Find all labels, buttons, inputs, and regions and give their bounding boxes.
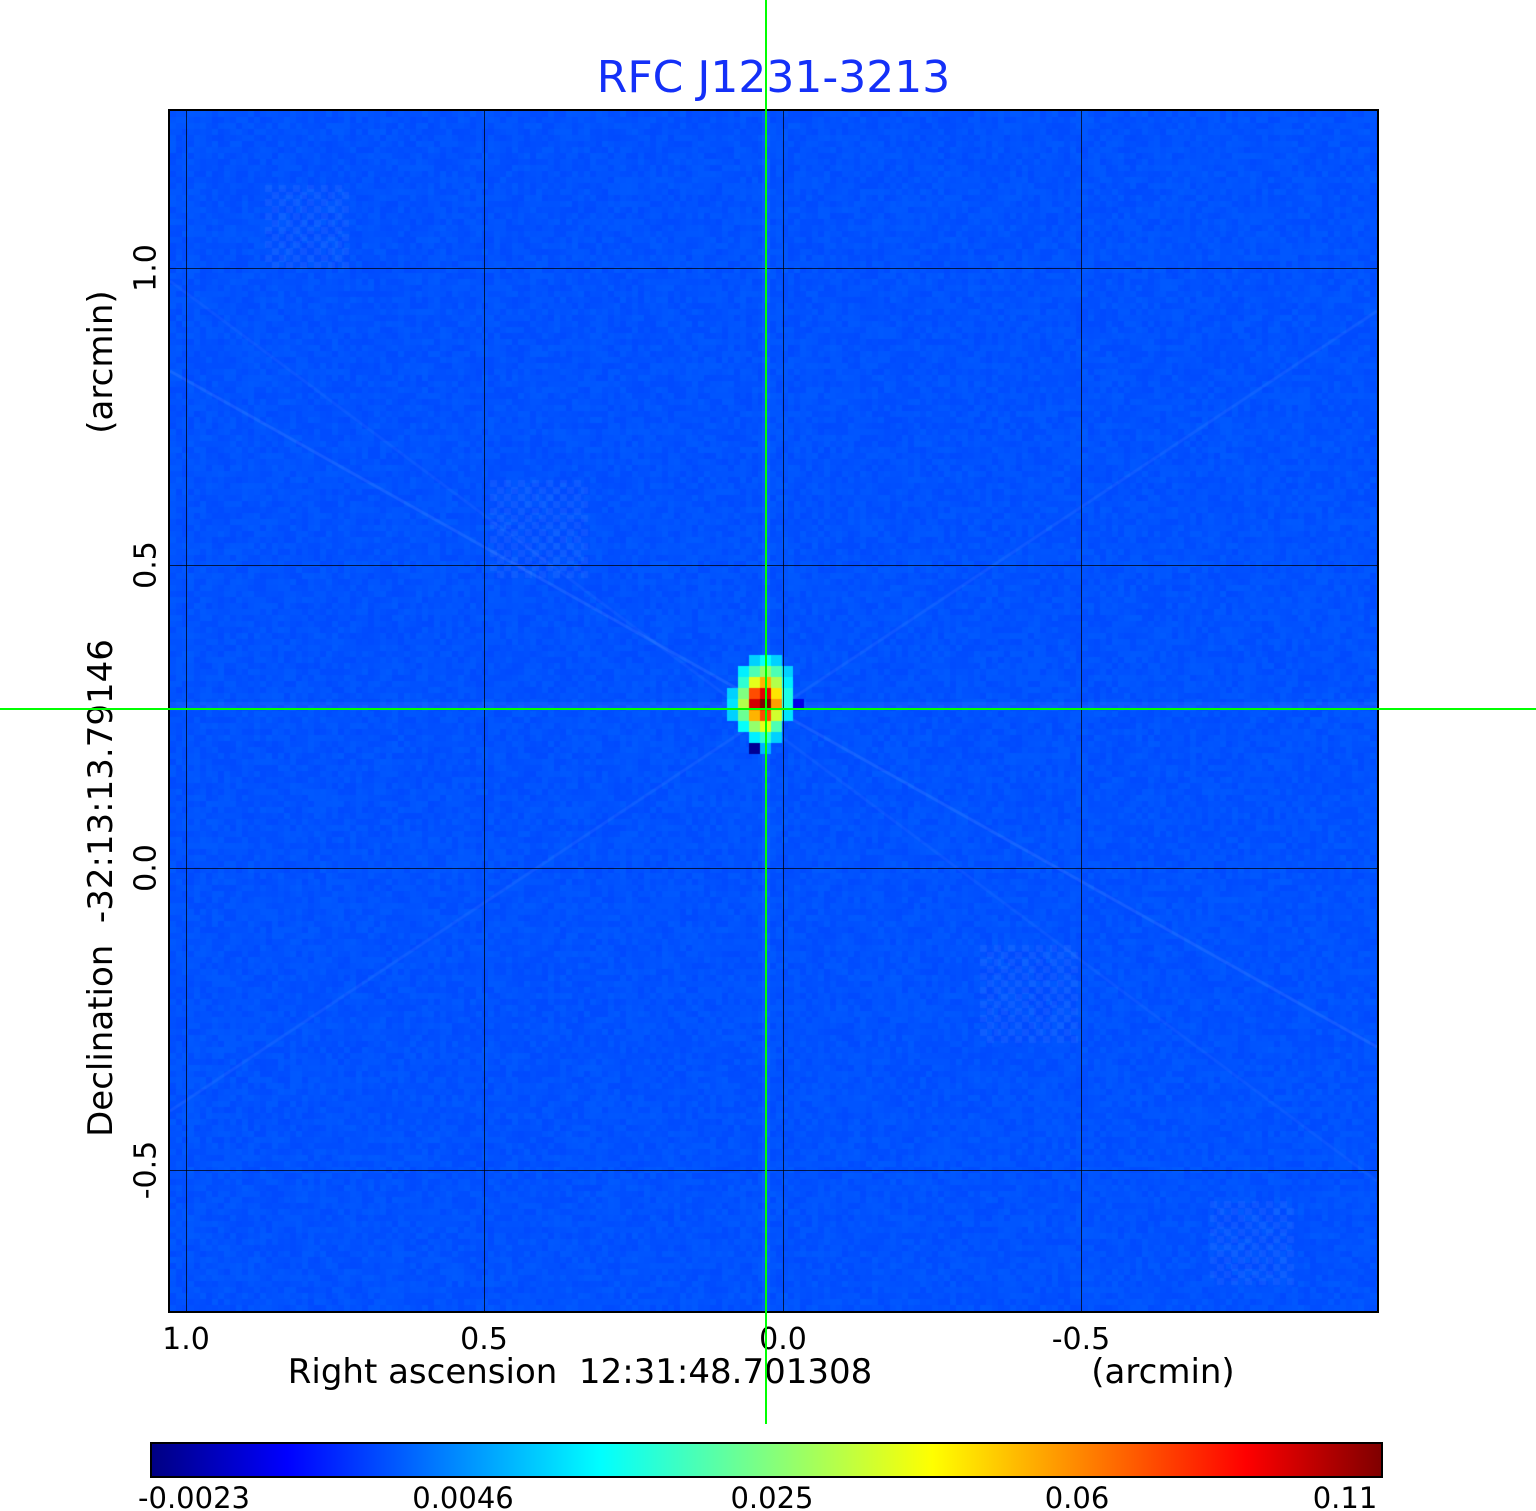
grid-line-y-3: [170, 1170, 1377, 1171]
grid-line-x-1: [484, 111, 485, 1311]
grid-line-y-2: [170, 868, 1377, 869]
y-axis-tick-0: 1.0: [128, 244, 164, 292]
y-axis-tick-1: 0.5: [128, 541, 164, 589]
grid-line-y-1: [170, 565, 1377, 566]
crosshair-vertical: [765, 0, 767, 1424]
y-axis-tick-2: 0.0: [128, 844, 164, 892]
grid-line-x-3: [1081, 111, 1082, 1311]
colorbar: [150, 1442, 1383, 1478]
x-axis-tick-0: 1.0: [162, 1322, 210, 1357]
crosshair-horizontal: [0, 708, 1536, 710]
x-axis-tick-3: -0.5: [1051, 1322, 1111, 1357]
grid-line-x-0: [186, 111, 187, 1311]
y-axis-tick-3: -0.5: [128, 1140, 164, 1200]
grid-line-y-0: [170, 268, 1377, 269]
colorbar-tick-0: -0.0023: [138, 1481, 250, 1511]
grid-line-x-2: [783, 111, 784, 1311]
x-axis-tick-1: 0.5: [460, 1322, 508, 1357]
y-axis-unit: (arcmin): [81, 290, 121, 434]
colorbar-tick-4: 0.11: [1312, 1481, 1378, 1511]
colorbar-tick-3: 0.06: [1044, 1481, 1110, 1511]
x-axis-tick-2: 0.0: [759, 1322, 807, 1357]
y-axis-label: Declination -32:13:13.79146: [81, 639, 121, 1137]
x-axis-label: Right ascension 12:31:48.701308: [287, 1352, 873, 1392]
plot-area: [168, 109, 1379, 1313]
x-axis-unit: (arcmin): [1091, 1352, 1235, 1392]
sky-canvas: [170, 111, 1377, 1311]
colorbar-tick-2: 0.025: [730, 1481, 814, 1511]
colorbar-tick-1: 0.0046: [412, 1481, 514, 1511]
plot-title: RFC J1231-3213: [596, 52, 951, 103]
